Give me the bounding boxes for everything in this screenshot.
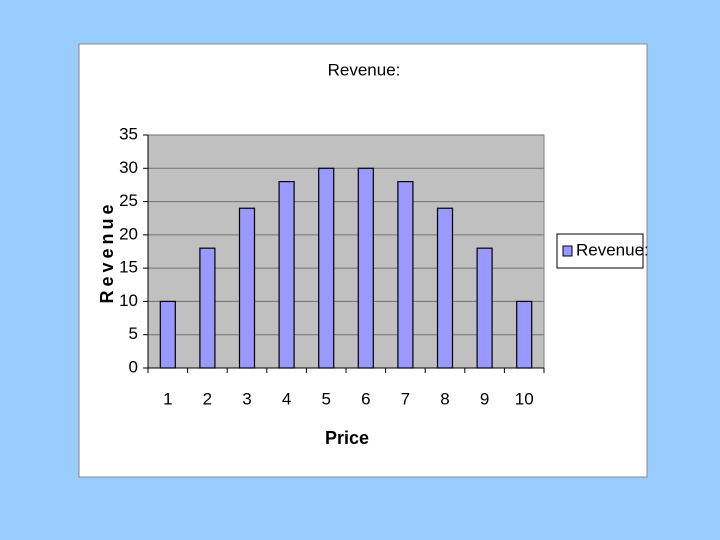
x-tick-label: 6	[361, 389, 370, 408]
legend-swatch	[562, 245, 573, 257]
x-tick-label: 8	[440, 389, 449, 408]
chart-title: Revenue:	[328, 60, 401, 79]
x-tick-label: 10	[515, 389, 534, 408]
y-tick-label: 30	[119, 158, 138, 177]
x-tick-label: 2	[203, 389, 212, 408]
legend: Revenue:	[556, 233, 649, 269]
x-tick-label: 7	[401, 389, 410, 408]
bar	[476, 247, 493, 369]
bar	[318, 167, 335, 369]
bar	[159, 300, 176, 369]
bar	[199, 247, 216, 369]
bar	[238, 207, 256, 369]
bar	[436, 207, 454, 369]
y-axis-label: Revenue	[97, 200, 117, 303]
x-tick-label: 4	[282, 389, 291, 408]
bar	[397, 181, 414, 369]
x-tick-label: 1	[163, 389, 172, 408]
x-tick-label: 3	[242, 389, 251, 408]
bar	[516, 300, 533, 369]
y-tick-label: 0	[129, 357, 138, 376]
y-tick-label: 5	[129, 324, 138, 343]
legend-label: Revenue:	[576, 240, 649, 259]
y-tick-label: 20	[119, 224, 138, 243]
x-tick-label: 5	[321, 389, 330, 408]
y-tick-label: 25	[119, 191, 138, 210]
bar	[278, 181, 295, 369]
y-tick-label: 15	[119, 258, 138, 277]
x-axis-label: Price	[325, 428, 369, 448]
x-tick-label: 9	[480, 389, 489, 408]
bar	[357, 167, 374, 369]
y-tick-label: 10	[119, 291, 138, 310]
y-tick-label: 35	[119, 124, 138, 143]
